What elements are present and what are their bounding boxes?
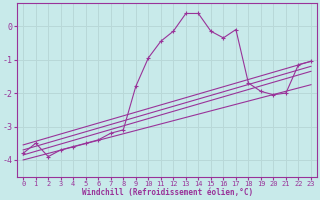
X-axis label: Windchill (Refroidissement éolien,°C): Windchill (Refroidissement éolien,°C) bbox=[82, 188, 253, 197]
